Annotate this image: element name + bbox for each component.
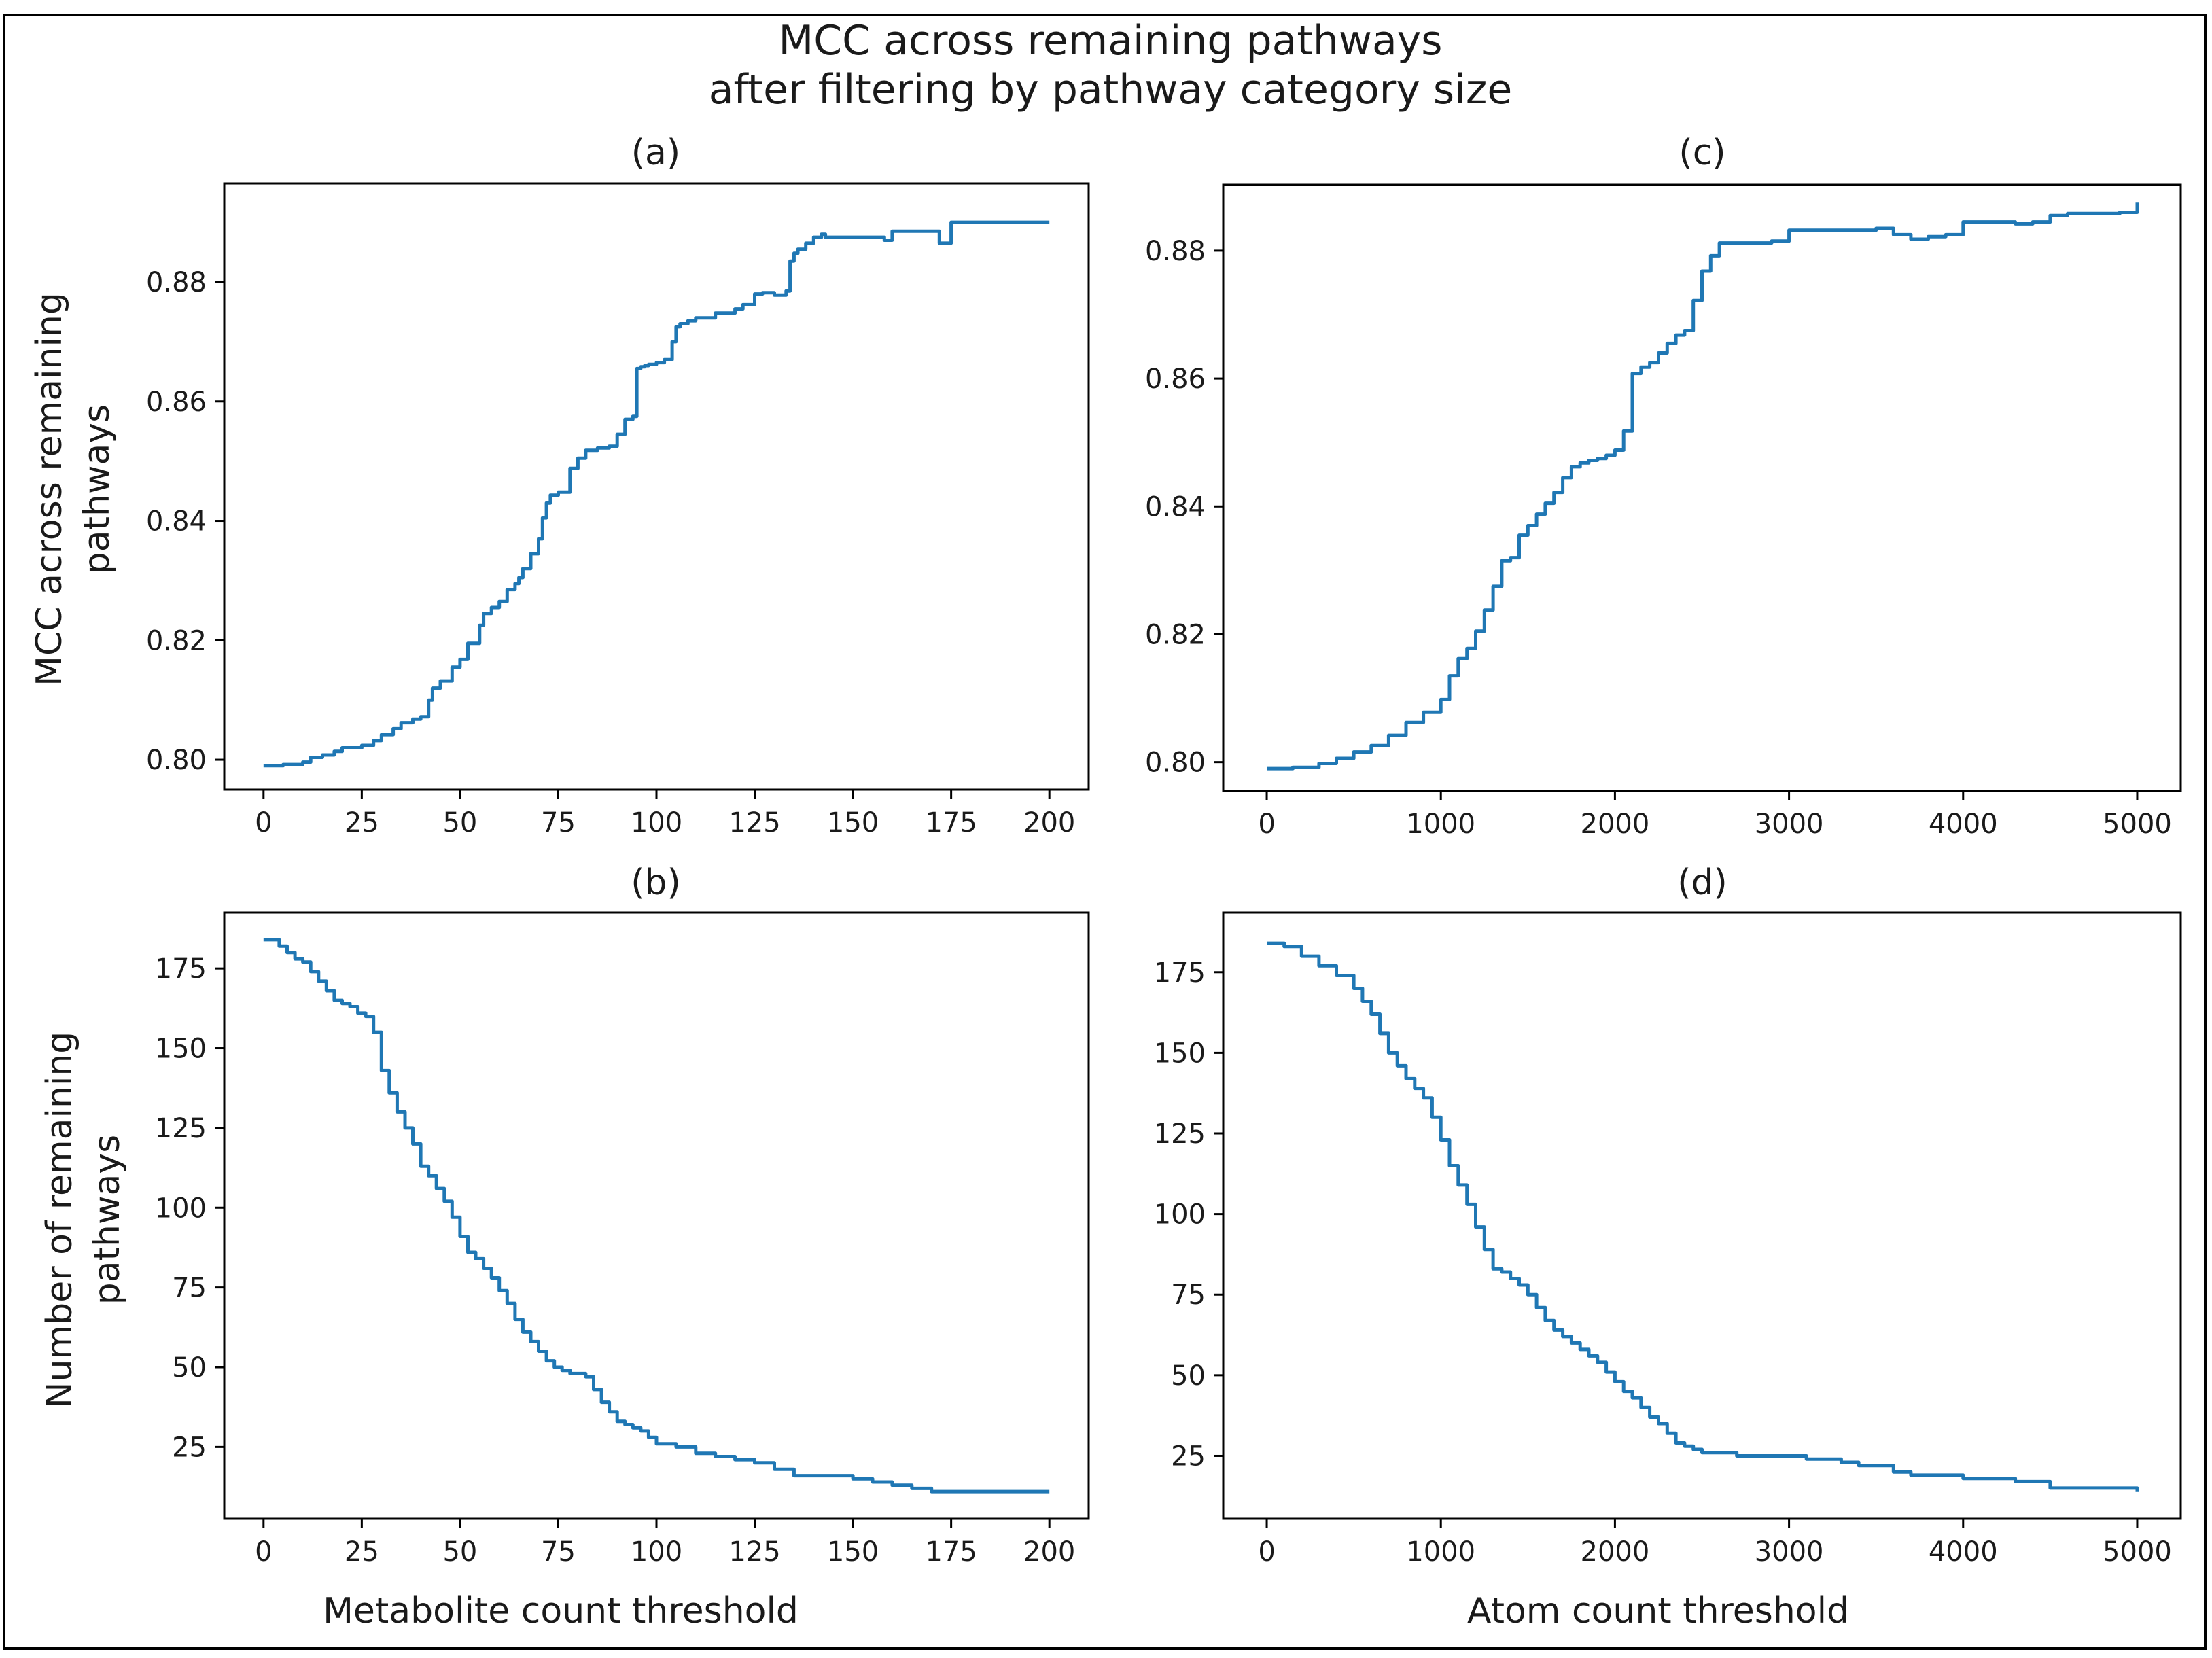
panel-b-xtick-label: 100: [631, 1536, 682, 1568]
panel-b-ticks: 0 25 50 75 100 125 150 175 200 25 50 75 100 125 150 175: [155, 953, 1076, 1568]
panel-b-ytick-label: 100: [155, 1193, 207, 1224]
panel-d-ytick-label: 175: [1154, 957, 1206, 989]
panel-d-xtick-label: 5000: [2103, 1536, 2172, 1568]
panel-c-ytick-label: 0.80: [1145, 747, 1206, 779]
panel-b-xtick-label: 175: [925, 1536, 977, 1568]
panel-d-ytick-label: 50: [1171, 1360, 1206, 1392]
panel-b: (b) Number of remaining pathways Metabol…: [39, 862, 1090, 1631]
panel-c-ticks: 0 1000 2000 3000 4000 5000 0.80 0.82 0.84 0.86 0.8…: [1145, 236, 2172, 840]
panel-b-ytick-label: 150: [155, 1034, 207, 1065]
panel-d-ytick-label: 125: [1154, 1118, 1206, 1150]
panel-b-xtick-label: 125: [728, 1536, 780, 1568]
panel-a-xtick-label: 175: [925, 807, 977, 839]
panel-d-ytick-label: 75: [1171, 1280, 1206, 1311]
panel-b-ylabel-line1: Number of remaining: [39, 1031, 80, 1409]
figure-title-line2: after filtering by pathway category size: [709, 66, 1513, 113]
panel-d: (d) Atom count threshold 0 1000 2000 3000 40…: [1154, 862, 2182, 1631]
panel-d-xtick-label: 3000: [1755, 1536, 1824, 1568]
panel-d-ytick-label: 25: [1171, 1441, 1206, 1472]
panel-c-series-line: [1267, 202, 2139, 771]
panel-d-xtick-label: 1000: [1406, 1536, 1475, 1568]
panel-b-xtick-label: 150: [827, 1536, 879, 1568]
panel-d-xtick-label: 2000: [1581, 1536, 1650, 1568]
panel-b-xtick-label: 0: [255, 1536, 272, 1568]
panel-c: (c) 0 1000 2000 3000 4000 5000 0.80 0.82 0.84 0.8…: [1145, 133, 2182, 840]
panel-a-xtick-label: 0: [255, 807, 272, 839]
figure-title-line1: MCC across remaining pathways: [778, 17, 1442, 65]
panel-c-xtick-label: 0: [1258, 809, 1275, 840]
panel-b-series-line: [263, 938, 1050, 1494]
panel-c-ytick-label: 0.88: [1145, 236, 1206, 267]
panel-b-ytick-label: 125: [155, 1113, 207, 1144]
panel-c-xtick-label: 1000: [1406, 809, 1475, 840]
panel-c-xtick-label: 3000: [1755, 809, 1824, 840]
panel-d-ytick-label: 100: [1154, 1199, 1206, 1231]
panel-c-axes-frame: [1222, 183, 2182, 792]
panel-b-ytick-label: 25: [172, 1432, 207, 1463]
panel-d-title: (d): [1677, 862, 1727, 903]
panel-d-xtick-label: 0: [1258, 1536, 1275, 1568]
panel-c-title: (c): [1679, 133, 1725, 173]
panel-a-ytick-label: 0.84: [146, 506, 207, 537]
panel-d-xlabel: Atom count threshold: [1467, 1591, 1849, 1631]
panel-b-axes-frame: [223, 911, 1090, 1520]
panel-b-ytick-label: 50: [172, 1352, 207, 1383]
panel-b-xtick-label: 75: [541, 1536, 576, 1568]
panel-d-ticks: 0 1000 2000 3000 4000 5000 25 50 75 100 125 150 175: [1154, 957, 2172, 1568]
panel-a-axes-frame: [223, 182, 1090, 791]
panel-a-ylabel-line1: MCC across remaining: [29, 292, 70, 686]
panel-c-ytick-label: 0.84: [1145, 491, 1206, 523]
panel-a-ticks: 0 25 50 75 100 125 150 175 200 0.80 0.82 0.84 0.86 0.…: [146, 267, 1075, 839]
panel-a-xtick-label: 25: [345, 807, 379, 839]
panel-b-ytick-label: 75: [172, 1273, 207, 1304]
panel-a-ytick-label: 0.88: [146, 267, 207, 298]
panel-a-xtick-label: 150: [827, 807, 879, 839]
panel-b-xtick-label: 200: [1023, 1536, 1075, 1568]
panel-a-xtick-label: 125: [728, 807, 780, 839]
panel-d-series-line: [1267, 941, 2139, 1492]
panel-a-ytick-label: 0.86: [146, 387, 207, 418]
panel-a-xtick-label: 100: [631, 807, 682, 839]
panel-c-xtick-label: 2000: [1581, 809, 1650, 840]
panel-a-xtick-label: 75: [541, 807, 576, 839]
panel-a-ytick-label: 0.82: [146, 625, 207, 656]
panel-d-ytick-label: 150: [1154, 1038, 1206, 1069]
panel-a-xtick-label: 50: [442, 807, 477, 839]
panel-c-xtick-label: 5000: [2103, 809, 2172, 840]
panel-a-xtick-label: 200: [1023, 807, 1075, 839]
panel-c-xtick-label: 4000: [1929, 809, 1998, 840]
panel-b-xtick-label: 50: [442, 1536, 477, 1568]
panel-b-ytick-label: 175: [155, 953, 207, 985]
panel-d-xtick-label: 4000: [1929, 1536, 1998, 1568]
panel-b-ylabel-line2: pathways: [87, 1135, 128, 1305]
panel-a-title: (a): [631, 133, 680, 173]
panel-a-ytick-label: 0.80: [146, 745, 207, 776]
panel-b-title: (b): [631, 862, 681, 903]
panel-a-series-line: [263, 220, 1050, 768]
figure-border: [3, 14, 2207, 1650]
panel-c-ytick-label: 0.82: [1145, 619, 1206, 650]
panel-d-axes-frame: [1222, 911, 2182, 1520]
panel-b-xtick-label: 25: [345, 1536, 379, 1568]
panel-c-ytick-label: 0.86: [1145, 364, 1206, 395]
panel-a-ylabel-line2: pathways: [77, 404, 118, 574]
panel-a: (a) MCC across remaining pathways 0 25 50 7…: [29, 133, 1090, 839]
panel-b-xlabel: Metabolite count threshold: [323, 1591, 798, 1631]
